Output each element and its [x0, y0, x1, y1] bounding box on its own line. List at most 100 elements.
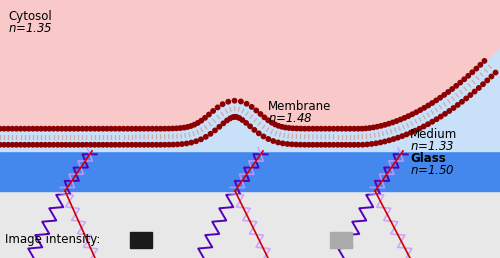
Circle shape — [60, 143, 64, 147]
Circle shape — [402, 116, 406, 120]
Circle shape — [446, 90, 450, 94]
Circle shape — [64, 126, 68, 131]
Circle shape — [105, 143, 110, 147]
Circle shape — [225, 118, 230, 123]
Circle shape — [482, 59, 486, 63]
Circle shape — [392, 137, 396, 141]
Circle shape — [26, 126, 31, 131]
Circle shape — [348, 126, 352, 131]
Circle shape — [323, 126, 328, 131]
Circle shape — [18, 143, 23, 147]
Circle shape — [344, 126, 348, 131]
Circle shape — [478, 63, 482, 67]
Circle shape — [271, 139, 276, 143]
Circle shape — [474, 66, 478, 71]
Circle shape — [375, 125, 380, 129]
Circle shape — [485, 78, 490, 83]
Circle shape — [47, 126, 52, 131]
Circle shape — [146, 143, 150, 147]
Circle shape — [6, 126, 10, 131]
Circle shape — [434, 98, 438, 103]
Circle shape — [319, 143, 324, 147]
Circle shape — [158, 126, 162, 131]
Text: $n$=1.33: $n$=1.33 — [410, 140, 455, 153]
Circle shape — [276, 140, 280, 145]
Circle shape — [481, 82, 485, 86]
Circle shape — [294, 126, 299, 131]
Circle shape — [426, 103, 430, 108]
Circle shape — [0, 143, 2, 147]
Circle shape — [398, 117, 402, 122]
Circle shape — [323, 143, 328, 147]
Circle shape — [470, 70, 474, 75]
Circle shape — [254, 108, 258, 113]
Circle shape — [248, 124, 252, 128]
Circle shape — [138, 126, 142, 131]
Circle shape — [211, 109, 216, 113]
Text: $n$=1.35: $n$=1.35 — [8, 22, 53, 35]
Circle shape — [360, 142, 365, 147]
Circle shape — [117, 126, 121, 131]
Circle shape — [162, 126, 167, 131]
Circle shape — [464, 96, 468, 101]
Circle shape — [47, 143, 52, 147]
Circle shape — [290, 126, 295, 131]
Circle shape — [217, 125, 222, 129]
Circle shape — [386, 122, 391, 126]
Circle shape — [327, 143, 332, 147]
Circle shape — [390, 120, 395, 125]
Circle shape — [340, 143, 344, 147]
Circle shape — [226, 100, 230, 104]
Circle shape — [138, 143, 142, 147]
Circle shape — [352, 143, 356, 147]
Circle shape — [180, 142, 184, 146]
Circle shape — [30, 126, 35, 131]
Circle shape — [442, 93, 446, 97]
Circle shape — [238, 99, 243, 104]
Circle shape — [356, 126, 360, 131]
Circle shape — [396, 135, 400, 140]
Circle shape — [56, 143, 60, 147]
Circle shape — [422, 124, 426, 129]
Circle shape — [2, 143, 6, 147]
Circle shape — [426, 122, 430, 126]
Circle shape — [26, 143, 31, 147]
Circle shape — [192, 123, 196, 127]
Circle shape — [460, 100, 464, 104]
Circle shape — [319, 126, 324, 131]
Circle shape — [244, 102, 249, 106]
Circle shape — [88, 126, 93, 131]
Circle shape — [196, 121, 200, 125]
Circle shape — [438, 95, 442, 100]
Circle shape — [430, 101, 434, 105]
Circle shape — [315, 126, 320, 131]
Circle shape — [302, 142, 307, 147]
Circle shape — [199, 137, 203, 142]
Circle shape — [171, 142, 175, 147]
Circle shape — [476, 86, 481, 90]
Circle shape — [35, 143, 40, 147]
Circle shape — [186, 125, 190, 129]
Circle shape — [194, 139, 198, 143]
Circle shape — [208, 132, 212, 136]
Circle shape — [422, 106, 426, 110]
Circle shape — [162, 142, 167, 147]
Circle shape — [283, 125, 288, 130]
Circle shape — [154, 143, 158, 147]
Circle shape — [327, 126, 332, 131]
Circle shape — [56, 126, 60, 131]
Circle shape — [96, 126, 101, 131]
Circle shape — [360, 126, 364, 131]
Circle shape — [276, 124, 280, 128]
Circle shape — [126, 143, 130, 147]
Circle shape — [306, 143, 311, 147]
Circle shape — [311, 126, 315, 131]
Circle shape — [315, 143, 319, 147]
Circle shape — [189, 124, 193, 128]
Circle shape — [382, 123, 387, 127]
Circle shape — [109, 126, 114, 131]
Circle shape — [150, 143, 154, 147]
Circle shape — [456, 103, 460, 107]
Circle shape — [64, 143, 68, 147]
Circle shape — [450, 87, 454, 91]
